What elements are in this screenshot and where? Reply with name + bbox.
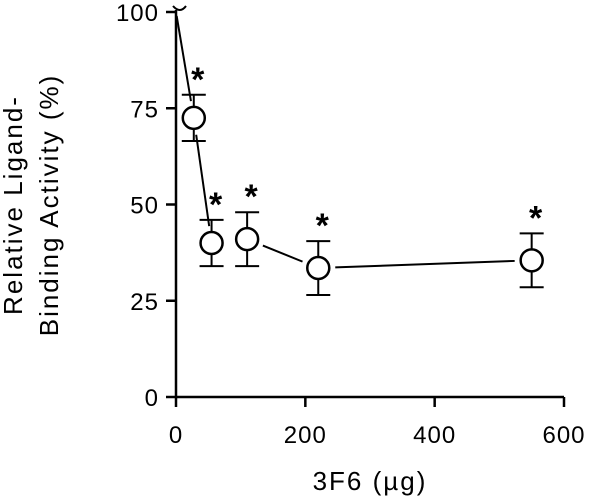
x-tick-label: 0	[169, 422, 183, 449]
error-bars	[181, 93, 544, 296]
data-point	[199, 230, 224, 256]
y-axis-title-line-2: Binding Activity (%)	[34, 74, 64, 337]
x-tick-label: 600	[542, 422, 585, 449]
y-tick-label: 75	[130, 96, 159, 123]
connector-line	[175, 15, 192, 102]
connector-lines	[175, 15, 515, 269]
data-point	[234, 226, 260, 252]
y-axis-title-line-1: Relative Ligand-	[0, 95, 28, 315]
connector-line	[262, 244, 303, 263]
y-tick-label: 25	[130, 289, 159, 316]
significance-star: *	[191, 61, 205, 99]
x-axis-ticks: 0 200 400 600	[169, 397, 585, 449]
significance-star: *	[245, 178, 259, 216]
y-axis-ticks: 0 25 50 75 100	[116, 0, 176, 412]
y-tick-label: 50	[130, 193, 159, 220]
data-point	[181, 105, 207, 131]
connector-line	[195, 134, 211, 227]
data-point	[306, 255, 331, 281]
connector-line	[335, 259, 515, 269]
x-axis-title: 3F6 (µg)	[313, 466, 428, 496]
x-tick-label: 200	[284, 422, 327, 449]
y-axis-title: Relative Ligand- Binding Activity (%)	[0, 74, 64, 337]
data-point	[519, 248, 544, 273]
y-tick-label: 0	[145, 385, 159, 412]
significance-star: *	[316, 207, 330, 245]
data-point	[172, 5, 187, 11]
significance-star: *	[529, 199, 543, 237]
axes	[174, 10, 564, 399]
significance-markers: * * * * *	[191, 61, 543, 245]
x-tick-label: 400	[413, 422, 456, 449]
data-points	[172, 5, 544, 281]
significance-star: *	[209, 186, 223, 224]
y-tick-label: 100	[116, 0, 159, 27]
